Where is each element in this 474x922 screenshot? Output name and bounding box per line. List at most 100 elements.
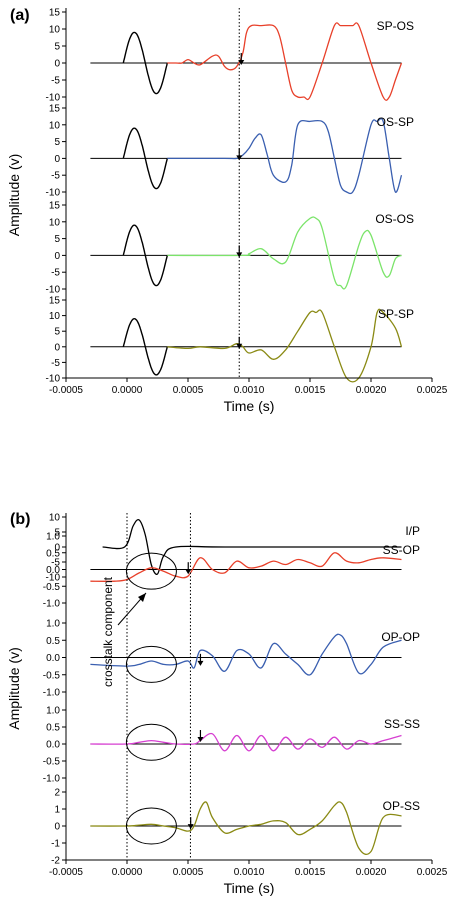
y-tick-label: -5 [51, 171, 60, 182]
arrow-marker-head [236, 252, 243, 258]
arrow-reflection-head [197, 737, 204, 742]
x-axis-title: Time (s) [224, 398, 275, 414]
y-tick-label: -0.5 [43, 582, 61, 593]
series-line-OP-OP [90, 633, 402, 676]
y-tick-label: 15 [49, 296, 61, 307]
input-pulse-line [122, 224, 168, 287]
crosstalk-circle [125, 645, 177, 683]
y-tick-label: 0 [54, 342, 60, 353]
subplot-SP-OS: 15 10 5 0 -5 -10 SP-OS [46, 8, 414, 104]
y-tick-label: 10 [49, 25, 61, 36]
y-tick-label: -5 [51, 358, 60, 369]
x-tick-label: 0.0010 [234, 867, 265, 878]
y-tick-label: 10 [49, 217, 61, 228]
arrow-marker-head [236, 155, 243, 161]
y-tick-label: 0.0 [46, 653, 60, 664]
y-tick-label: 1 [54, 805, 60, 816]
x-tick-label: 0.0025 [417, 867, 448, 878]
x-tick-label: 0.0025 [417, 385, 448, 396]
x-tick-label: 0.0015 [295, 385, 326, 396]
y-tick-label: 1.0 [46, 706, 60, 717]
y-tick-label: -10 [46, 374, 61, 385]
series-label: SP-OS [377, 19, 414, 33]
y-tick-label: 0.5 [46, 636, 60, 647]
y-tick-label: 0 [54, 822, 60, 833]
series-line-I/P [102, 518, 402, 575]
y-tick-label: 0.0 [46, 740, 60, 751]
series-line-SS-SS [90, 732, 402, 752]
series-label: OP-OP [381, 630, 420, 644]
y-tick-label: 0.5 [46, 723, 60, 734]
y-tick-label: 0 [54, 543, 60, 554]
y-tick-label: 2 [54, 788, 60, 799]
subplot-SS-OP: 1.0 0.5 0.0 -0.5 -1.0 SS-OP [43, 532, 420, 610]
x-tick-label: 0.0005 [173, 867, 204, 878]
series-line-SS-OP [90, 552, 402, 582]
y-tick-label: 5 [54, 327, 60, 338]
y-tick-label: 15 [49, 8, 61, 19]
y-tick-label: -1.0 [43, 688, 61, 699]
y-tick-label: 5 [54, 137, 60, 148]
x-tick-label: 0.0000 [112, 385, 143, 396]
y-tick-label: 1.0 [46, 532, 60, 543]
series-label: SS-SS [384, 717, 420, 731]
panel-label: (b) [10, 511, 30, 528]
subplot-I/P: 10 5 0 -5 -10 I/P [46, 513, 420, 584]
y-tick-label: 10 [49, 311, 61, 322]
chart-panel-0: (a) 15 10 5 0 -5 -10 SP-OS 15 10 5 0 -5 -10 OS-SP 15 10 5… [6, 7, 448, 414]
y-tick-label: 0.5 [46, 548, 60, 559]
y-tick-label: 1.0 [46, 619, 60, 630]
input-pulse-line [122, 31, 168, 95]
crosstalk-circle [125, 552, 177, 590]
y-tick-label: 5 [54, 234, 60, 245]
y-tick-label: -5 [51, 76, 60, 87]
series-label: SS-OP [383, 543, 420, 557]
y-tick-label: -1 [51, 839, 60, 850]
series-label: OP-SS [383, 799, 420, 813]
y-tick-label: 15 [49, 201, 61, 212]
x-tick-label: 0.0020 [356, 867, 387, 878]
y-tick-label: 0.0 [46, 565, 60, 576]
x-tick-label: -0.0005 [49, 867, 83, 878]
x-tick-label: 0.0015 [295, 867, 326, 878]
arrow-marker-head [236, 343, 243, 349]
y-tick-label: 0 [54, 154, 60, 165]
subplot-OP-SS: 2 1 0 -1 -2 OP-SS [51, 788, 420, 867]
y-tick-label: -10 [46, 188, 61, 199]
crosstalk-circle [125, 723, 177, 761]
y-tick-label: 0 [54, 59, 60, 70]
y-tick-label: 0 [54, 251, 60, 262]
arrow-reflection-head [185, 569, 192, 575]
x-tick-label: 0.0010 [234, 385, 265, 396]
y-axis-title: Amplitude (v) [6, 154, 22, 236]
x-tick-label: 0.0020 [356, 385, 387, 396]
y-tick-label: 5 [54, 42, 60, 53]
series-line-OS-SP [167, 117, 403, 195]
x-tick-label: 0.0000 [112, 867, 143, 878]
y-tick-label: -1.0 [43, 774, 61, 785]
y-tick-label: -0.5 [43, 670, 61, 681]
y-tick-label: -10 [46, 573, 61, 584]
crosstalk-annotation: crosstalk component [101, 576, 115, 687]
subplot-OP-OP: 1.0 0.5 0.0 -0.5 -1.0 OP-OP [43, 619, 420, 699]
series-line-OP-SS [90, 801, 402, 856]
y-tick-label: -5 [51, 558, 60, 569]
subplot-SS-SS: 1.0 0.5 0.0 -0.5 -1.0 SS-SS [43, 706, 420, 785]
subplot-OS-SP: 15 10 5 0 -5 -10 OS-SP [46, 104, 414, 199]
crosstalk-circle [125, 807, 177, 845]
arrow-reflection-head [187, 824, 194, 830]
series-label: OS-SP [377, 115, 414, 129]
y-tick-label: -1.0 [43, 599, 61, 610]
panel-label: (a) [10, 7, 30, 24]
arrow-reflection-head [197, 660, 204, 666]
annotation-pointer-head [138, 593, 146, 602]
y-tick-label: -5 [51, 268, 60, 279]
x-tick-label: 0.0005 [173, 385, 204, 396]
y-axis-title: Amplitude (v) [6, 647, 22, 729]
x-axis-title: Time (s) [224, 880, 275, 896]
series-label: OS-OS [375, 212, 414, 226]
y-tick-label: 5 [54, 528, 60, 539]
y-tick-label: 15 [49, 104, 61, 115]
input-pulse-line [122, 127, 168, 190]
